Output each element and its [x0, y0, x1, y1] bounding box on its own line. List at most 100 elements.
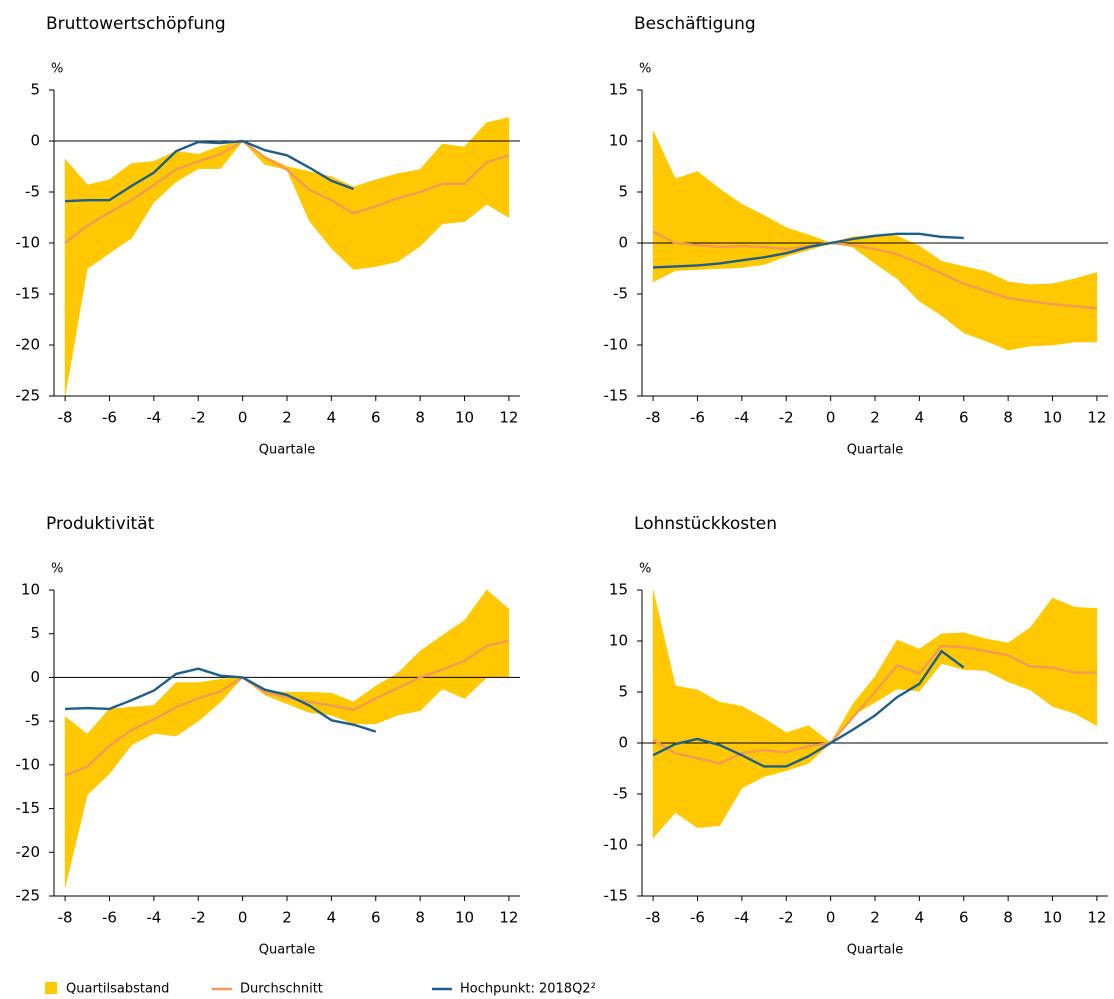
interquartile-band [419, 143, 443, 247]
interquartile-band [109, 162, 132, 254]
y-tick-label: -25 [16, 387, 41, 405]
x-tick-label: 6 [371, 909, 381, 927]
y-tick-label: -10 [16, 755, 41, 773]
interquartile-band [697, 170, 720, 270]
y-tick-label: 0 [618, 734, 628, 752]
x-tick-label: -4 [146, 909, 161, 927]
y-tick-label: 15 [609, 81, 628, 99]
x-tick-label: -2 [779, 409, 794, 427]
interquartile-band [874, 234, 898, 280]
x-tick-label: -4 [734, 409, 749, 427]
interquartile-band [353, 179, 377, 270]
y-tick-label: 10 [21, 581, 40, 599]
interquartile-band [308, 171, 332, 249]
interquartile-band [985, 271, 1009, 351]
x-tick-label: -6 [690, 409, 705, 427]
y-tick-label: -10 [16, 234, 41, 252]
interquartile-band [64, 716, 88, 888]
x-tick-label: 8 [1003, 409, 1013, 427]
panel-title: Bruttowertschöpfung [46, 14, 226, 34]
y-tick-label: -10 [604, 336, 629, 354]
x-tick-label: -6 [102, 909, 117, 927]
x-tick-label: -2 [191, 909, 206, 927]
panel-title: Produktivität [46, 514, 155, 534]
y-tick-label: 10 [609, 632, 628, 650]
x-axis-label: Quartale [259, 943, 315, 958]
y-tick-label: -5 [613, 785, 628, 803]
x-tick-label: -8 [58, 409, 73, 427]
x-tick-label: 0 [826, 909, 836, 927]
interquartile-band [1007, 281, 1031, 351]
y-tick-label: -25 [16, 887, 41, 905]
panel-title: Lohnstückkosten [634, 514, 777, 534]
peak-line [65, 667, 377, 733]
interquartile-band [64, 158, 88, 397]
interquartile-band [86, 708, 110, 796]
interquartile-band [674, 171, 698, 271]
y-tick-label: -15 [16, 285, 41, 303]
interquartile-band [220, 140, 244, 170]
y-tick-label: -5 [25, 712, 40, 730]
x-tick-label: 2 [870, 909, 880, 927]
x-tick-label: -2 [191, 409, 206, 427]
x-tick-label: 0 [238, 409, 248, 427]
y-tick-label: -5 [25, 183, 40, 201]
interquartile-band [1052, 278, 1076, 346]
y-tick-label: -20 [16, 336, 41, 354]
x-tick-label: 10 [1043, 409, 1062, 427]
x-tick-label: 4 [327, 409, 337, 427]
x-tick-label: -2 [779, 909, 794, 927]
average-line [64, 639, 510, 777]
x-tick-label: 2 [870, 409, 880, 427]
x-tick-label: 10 [455, 909, 474, 927]
y-tick-label: -10 [604, 836, 629, 854]
x-tick-label: 0 [826, 409, 836, 427]
interquartile-band [1052, 597, 1076, 714]
interquartile-band [763, 717, 787, 778]
x-tick-label: 4 [327, 909, 337, 927]
legend-label: Hochpunkt: 2018Q2² [460, 982, 596, 997]
peak-line [65, 139, 354, 203]
interquartile-band [109, 706, 132, 775]
interquartile-band [1030, 283, 1053, 347]
x-tick-label: 10 [1043, 909, 1062, 927]
y-tick-label: 5 [30, 624, 40, 642]
y-tick-label: -15 [604, 887, 629, 905]
interquartile-band [719, 701, 743, 827]
interquartile-band [1074, 607, 1098, 727]
x-tick-label: -8 [646, 409, 661, 427]
y-tick-label: 5 [618, 683, 628, 701]
x-tick-label: 6 [959, 409, 969, 427]
y-axis-unit: % [639, 562, 651, 577]
x-tick-label: 4 [915, 909, 925, 927]
y-tick-label: -15 [16, 799, 41, 817]
x-tick-label: -6 [690, 909, 705, 927]
average-line [64, 139, 510, 244]
x-tick-label: 10 [455, 409, 474, 427]
x-tick-label: 12 [1087, 909, 1106, 927]
panel-title: Beschäftigung [634, 14, 756, 34]
x-tick-label: -8 [58, 909, 73, 927]
x-tick-label: 8 [415, 409, 425, 427]
x-tick-label: 12 [499, 409, 518, 427]
interquartile-band [464, 589, 488, 700]
interquartile-band [919, 245, 942, 316]
x-tick-label: 2 [282, 409, 292, 427]
x-tick-label: 8 [1003, 909, 1013, 927]
y-axis-unit: % [51, 62, 63, 77]
x-tick-label: 4 [915, 409, 925, 427]
x-axis-label: Quartale [847, 943, 903, 958]
interquartile-band [486, 589, 510, 678]
interquartile-band [131, 161, 155, 239]
interquartile-band [197, 678, 221, 722]
legend-label: Quartilsabstand [66, 982, 169, 997]
interquartile-band [741, 705, 765, 789]
x-axis-label: Quartale [847, 443, 903, 458]
y-tick-label: -20 [16, 843, 41, 861]
y-axis-unit: % [639, 62, 651, 77]
interquartile-band [719, 188, 743, 269]
y-tick-label: 5 [618, 183, 628, 201]
interquartile-band [397, 169, 421, 262]
y-tick-label: 15 [609, 581, 628, 599]
y-tick-label: 0 [30, 668, 40, 686]
